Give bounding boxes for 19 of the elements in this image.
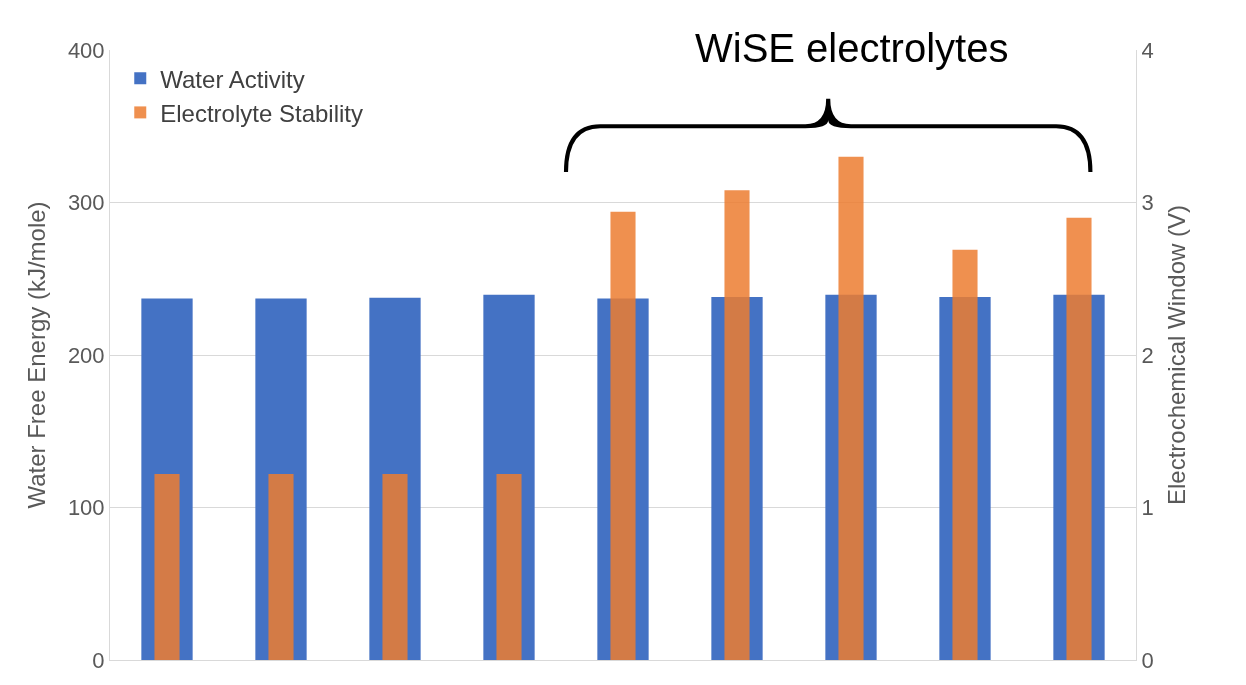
- y-tick-label: 100: [67, 495, 105, 521]
- legend-label: Water Activity: [160, 65, 305, 93]
- y2-tick-label: 0: [1141, 647, 1154, 673]
- y-tick-label: 300: [67, 190, 105, 216]
- y2-axis-title: Electrochemical Window (V): [1162, 204, 1190, 506]
- y2-tick-label: 3: [1141, 190, 1154, 216]
- bar: [496, 473, 522, 660]
- y-axis-title: Water Free Energy (kJ/mole): [22, 201, 50, 509]
- bar: [382, 473, 408, 660]
- legend-label: Electrolyte Stability: [160, 99, 364, 127]
- y-tick-label: 200: [67, 342, 105, 368]
- y2-tick-label: 2: [1141, 342, 1154, 368]
- y-tick-label: 400: [67, 37, 105, 63]
- bar: [154, 473, 180, 660]
- bar: [268, 473, 294, 660]
- y2-tick-label: 1: [1141, 495, 1154, 521]
- y2-tick-label: 4: [1141, 37, 1154, 63]
- annotation: WiSE electrolytes: [695, 26, 1009, 70]
- y-tick-label: 0: [92, 647, 105, 673]
